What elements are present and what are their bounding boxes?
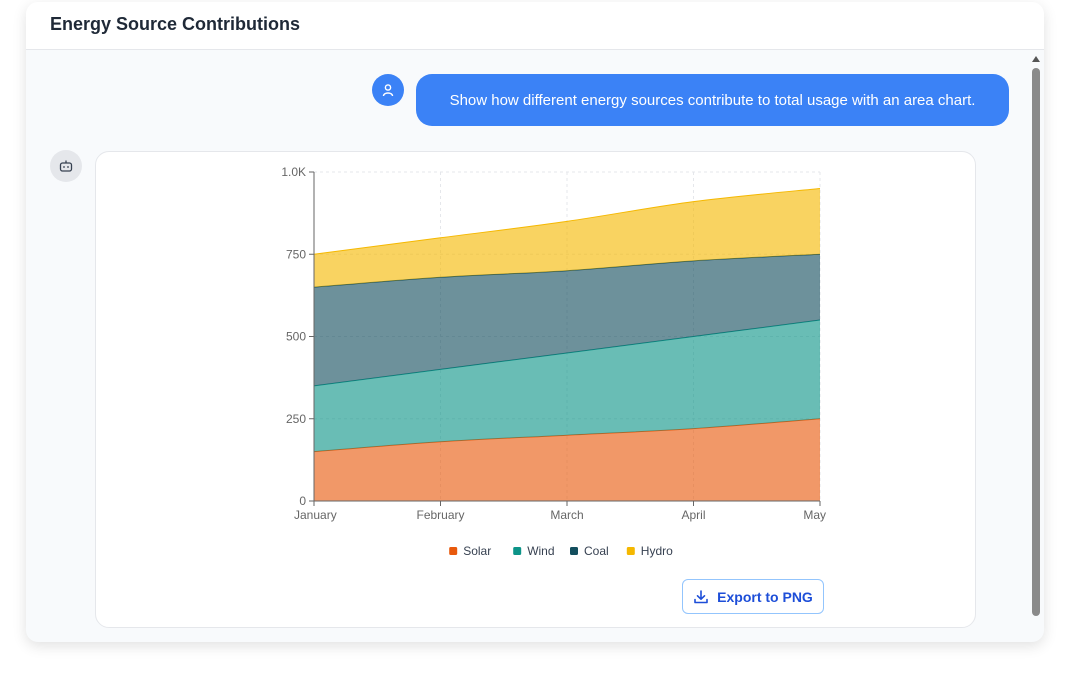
bot-icon (59, 160, 73, 172)
x-tick-label: April (681, 508, 705, 522)
x-tick-label: March (550, 508, 583, 522)
user-icon (382, 84, 394, 97)
legend-swatch (570, 547, 578, 555)
area-line (313, 253, 821, 288)
legend-swatch (626, 547, 635, 555)
header: Energy Source Contributions (26, 2, 1044, 50)
area (314, 188, 820, 288)
export-label: Export to PNG (717, 588, 813, 605)
chart-card: 0 250 500 750 1.0K January February March April M… (95, 151, 976, 628)
area (314, 418, 820, 501)
area-line (313, 187, 821, 255)
user-avatar (372, 74, 404, 106)
scrollbar[interactable] (1032, 68, 1040, 616)
legend-label: Hydro (641, 544, 673, 558)
area (314, 254, 820, 386)
legend-label: Coal (584, 544, 609, 558)
bot-avatar (50, 150, 82, 182)
legend-swatch (449, 547, 458, 555)
header-title: Energy Source Contributions (50, 14, 301, 34)
y-tick-label: 500 (286, 330, 306, 344)
chat-window: Energy Source Contributions Show how dif… (26, 2, 1044, 642)
y-tick-label: 0 (299, 494, 306, 508)
download-icon (694, 589, 708, 603)
y-tick-label: 750 (286, 247, 306, 261)
y-tick-label: 250 (286, 412, 306, 426)
export-button[interactable]: Export to PNG (682, 579, 824, 614)
x-tick-label: May (803, 508, 826, 522)
x-tick-label: January (294, 508, 337, 522)
legend-label: Solar (463, 544, 491, 558)
y-tick-label: 1.0K (281, 165, 306, 179)
chart: 0 250 500 750 1.0K January February March April M… (281, 165, 826, 558)
legend-label: Wind (527, 544, 554, 558)
user-message: Show how different energy sources contri… (416, 74, 1009, 126)
scroll-up[interactable] (1031, 55, 1041, 63)
x-tick-label: February (416, 508, 464, 522)
area (314, 320, 820, 452)
legend-swatch (513, 547, 522, 555)
